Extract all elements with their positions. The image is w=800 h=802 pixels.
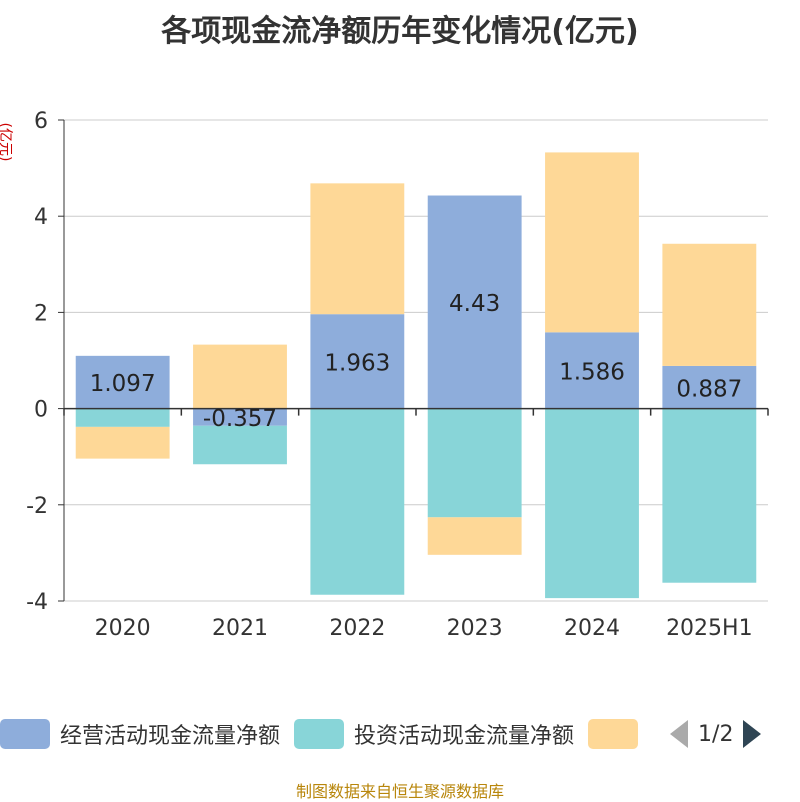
bar-segment bbox=[545, 152, 639, 333]
bar-segment bbox=[545, 332, 639, 409]
data-label: 0.887 bbox=[676, 376, 742, 402]
x-tick-label: 2020 bbox=[95, 616, 151, 641]
bar-segment bbox=[310, 314, 405, 409]
y-tick-label: -2 bbox=[26, 494, 48, 519]
bar-segment bbox=[193, 408, 287, 426]
bar-segment bbox=[545, 408, 639, 599]
legend-swatch-investing bbox=[294, 719, 345, 749]
x-tick-label: 2023 bbox=[447, 616, 503, 641]
bar-segment bbox=[310, 408, 405, 595]
chevron-right-icon[interactable] bbox=[743, 720, 762, 748]
legend-swatch-third bbox=[588, 719, 639, 749]
data-labels: 1.097 -0.357 1.963 4.43 1.586 0.887 bbox=[90, 291, 743, 432]
x-tick-label: 2022 bbox=[329, 616, 385, 641]
chart-title: 各项现金流净额历年变化情况(亿元) bbox=[161, 14, 639, 49]
bar-segment bbox=[427, 517, 522, 555]
data-label: 1.097 bbox=[90, 371, 156, 397]
y-tick-label: -4 bbox=[26, 590, 48, 615]
bar-segment bbox=[662, 243, 757, 366]
axes: -4 -2 0 2 4 6 2020 2021 2022 2023 2024 2025H1 bbox=[26, 109, 769, 641]
data-source-note: 制图数据来自恒生聚源数据库 bbox=[295, 782, 504, 801]
data-label: 4.43 bbox=[449, 291, 500, 317]
data-label: -0.357 bbox=[203, 406, 277, 432]
y-tick-label: 2 bbox=[34, 301, 48, 326]
x-tick-label: 2024 bbox=[564, 616, 620, 641]
bar-segment bbox=[193, 425, 287, 465]
y-tick-label: 4 bbox=[34, 205, 48, 230]
x-tick-label: 2025H1 bbox=[666, 616, 753, 641]
legend-label-investing: 投资活动现金流量净额 bbox=[354, 724, 575, 749]
bar-segment bbox=[427, 408, 522, 518]
x-tick-label: 2021 bbox=[212, 616, 268, 641]
bars bbox=[75, 152, 757, 599]
data-label: 1.963 bbox=[324, 350, 390, 376]
bar-segment bbox=[193, 344, 287, 409]
bar-segment bbox=[75, 355, 170, 409]
legend-item-operating[interactable]: 经营活动现金流量净额 bbox=[0, 718, 280, 750]
data-label: 1.586 bbox=[559, 359, 625, 385]
legend: 经营活动现金流量净额 投资活动现金流量净额 1/2 bbox=[0, 716, 800, 752]
legend-item-third[interactable] bbox=[588, 719, 648, 749]
bar-segment bbox=[310, 183, 405, 315]
legend-swatch-operating bbox=[0, 719, 50, 749]
y-tick-label: 6 bbox=[34, 109, 48, 134]
y-tick-label: 0 bbox=[34, 398, 48, 423]
bar-segment bbox=[662, 365, 757, 409]
legend-label-operating: 经营活动现金流量净额 bbox=[60, 724, 281, 749]
chevron-left-icon[interactable] bbox=[670, 720, 689, 748]
bar-segment bbox=[75, 408, 170, 427]
legend-page-indicator: 1/2 bbox=[698, 721, 734, 747]
bar-segment bbox=[427, 195, 522, 409]
bar-chart: -4 -2 0 2 4 6 2020 2021 2022 2023 2024 2025H1 1.097… bbox=[26, 109, 769, 641]
legend-item-investing[interactable]: 投资活动现金流量净额 bbox=[294, 718, 574, 750]
legend-pager: 1/2 bbox=[670, 720, 762, 748]
bar-segment bbox=[75, 426, 170, 459]
bar-segment bbox=[662, 408, 757, 583]
